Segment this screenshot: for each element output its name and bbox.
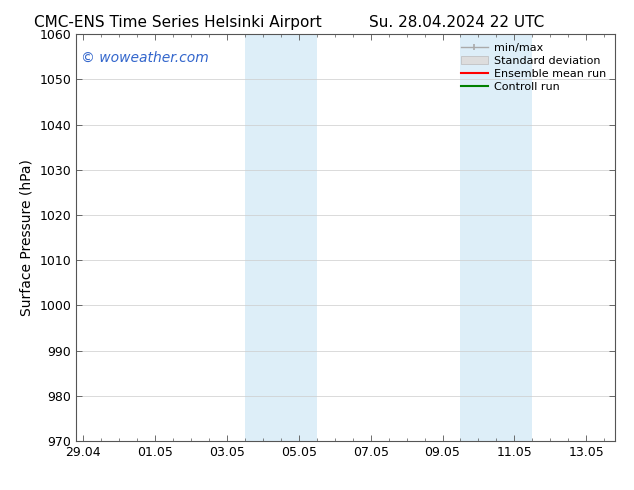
Text: CMC-ENS Time Series Helsinki Airport: CMC-ENS Time Series Helsinki Airport	[34, 15, 321, 30]
Bar	[245, 34, 317, 441]
Text: © woweather.com: © woweather.com	[81, 50, 209, 65]
Bar	[460, 34, 496, 441]
Text: Su. 28.04.2024 22 UTC: Su. 28.04.2024 22 UTC	[369, 15, 544, 30]
Y-axis label: Surface Pressure (hPa): Surface Pressure (hPa)	[20, 159, 34, 316]
Bar	[496, 34, 533, 441]
Legend: min/max, Standard deviation, Ensemble mean run, Controll run: min/max, Standard deviation, Ensemble me…	[457, 40, 609, 95]
